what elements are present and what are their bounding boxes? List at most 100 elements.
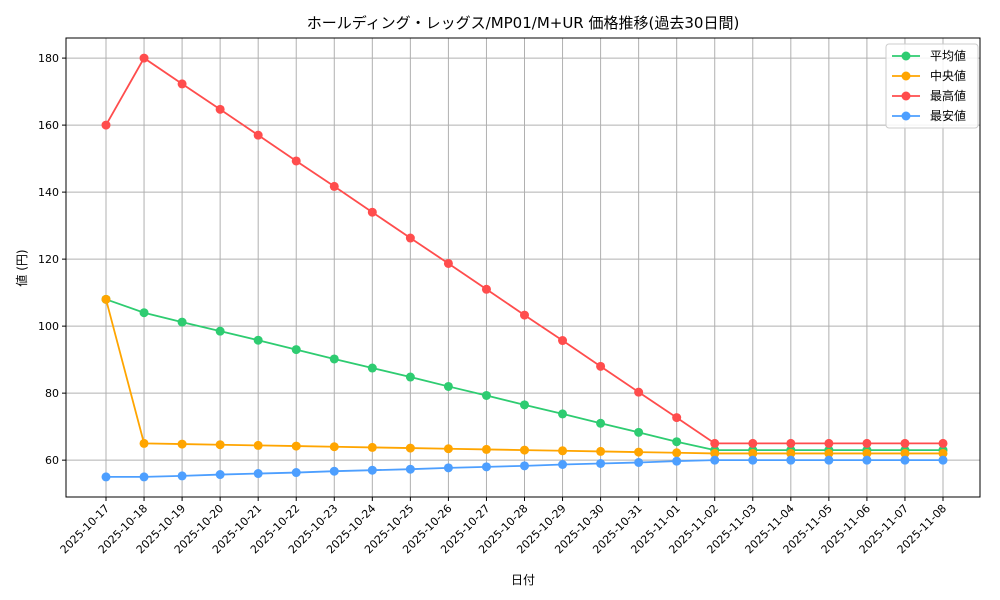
data-point: [862, 448, 872, 458]
series-0: [101, 294, 948, 455]
data-point: [405, 443, 415, 453]
data-point: [520, 400, 529, 410]
data-point: [938, 448, 948, 458]
legend-marker: [901, 111, 911, 121]
data-point: [443, 258, 453, 268]
data-point: [634, 427, 644, 437]
data-point: [329, 442, 339, 452]
data-point: [558, 460, 568, 470]
legend-marker: [901, 51, 911, 61]
data-point: [405, 233, 415, 243]
data-point: [291, 468, 301, 478]
legend-label: 最安値: [930, 108, 966, 123]
data-point: [443, 444, 453, 454]
data-point: [481, 462, 491, 472]
data-point: [367, 363, 377, 373]
series-1: [101, 294, 948, 458]
data-point: [405, 464, 415, 474]
data-point: [329, 354, 339, 364]
data-point: [786, 455, 796, 465]
data-point: [862, 455, 872, 465]
data-point: [481, 444, 491, 454]
y-tick-label: 120: [38, 253, 59, 266]
data-point: [443, 463, 453, 473]
legend-item: 中央値: [892, 68, 966, 83]
data-point: [786, 438, 796, 448]
data-point: [634, 457, 644, 467]
y-tick-label: 80: [45, 387, 59, 400]
data-point: [481, 284, 491, 294]
legend-marker: [901, 91, 911, 101]
data-point: [672, 437, 682, 447]
data-point: [786, 448, 796, 458]
data-point: [101, 472, 111, 482]
data-point: [139, 53, 149, 63]
data-point: [938, 455, 948, 465]
data-point: [177, 439, 187, 449]
y-axis: 60 80 100 120 140 160 180: [38, 52, 66, 467]
y-tick-label: 180: [38, 52, 59, 65]
y-tick-label: 160: [38, 119, 59, 132]
data-point: [824, 448, 834, 458]
data-point: [748, 455, 758, 465]
y-tick-label: 60: [45, 454, 59, 467]
chart-title: ホールディング・レッグス/MP01/M+UR 価格推移(過去30日間): [307, 14, 740, 32]
data-point: [634, 387, 644, 397]
data-point: [900, 438, 910, 448]
data-point: [672, 456, 682, 466]
series-2: [101, 53, 948, 448]
data-point: [329, 181, 339, 191]
legend-label: 最高値: [930, 88, 966, 103]
data-point: [367, 465, 377, 475]
legend-label: 平均値: [930, 48, 966, 63]
data-point: [596, 361, 606, 371]
data-point: [101, 294, 111, 304]
data-point: [101, 120, 111, 130]
data-point: [215, 104, 225, 114]
data-point: [558, 446, 568, 456]
legend-item: 最安値: [892, 108, 966, 123]
y-tick-label: 100: [38, 320, 59, 333]
y-tick-label: 140: [38, 186, 59, 199]
data-point: [520, 310, 529, 320]
data-point: [367, 442, 377, 452]
data-point: [253, 469, 263, 479]
legend-item: 最高値: [892, 88, 966, 103]
x-axis: 2025-10-172025-10-182025-10-192025-10-20…: [58, 497, 949, 556]
data-point: [443, 381, 453, 391]
series-group: [101, 53, 948, 482]
data-point: [558, 409, 568, 419]
data-point: [177, 317, 187, 327]
data-point: [672, 448, 682, 458]
y-axis-label: 値 (円): [14, 249, 29, 286]
data-point: [291, 345, 301, 355]
data-point: [215, 326, 225, 336]
data-point: [253, 335, 263, 345]
data-point: [710, 438, 720, 448]
legend-marker: [901, 71, 911, 81]
data-point: [710, 448, 720, 458]
data-point: [291, 441, 301, 451]
data-point: [748, 438, 758, 448]
data-point: [291, 156, 301, 166]
grid: [66, 38, 980, 497]
data-point: [558, 336, 568, 346]
data-point: [253, 440, 263, 450]
data-point: [139, 472, 149, 482]
data-point: [634, 447, 644, 457]
data-point: [177, 471, 187, 481]
data-point: [824, 438, 834, 448]
plot-frame: [65, 37, 981, 498]
data-point: [596, 458, 606, 468]
data-point: [938, 438, 948, 448]
data-point: [215, 440, 225, 450]
data-point: [329, 466, 339, 476]
legend-label: 中央値: [930, 68, 966, 83]
data-point: [900, 448, 910, 458]
data-point: [862, 438, 872, 448]
data-point: [520, 461, 529, 471]
series-3: [101, 455, 948, 482]
data-point: [253, 130, 263, 140]
